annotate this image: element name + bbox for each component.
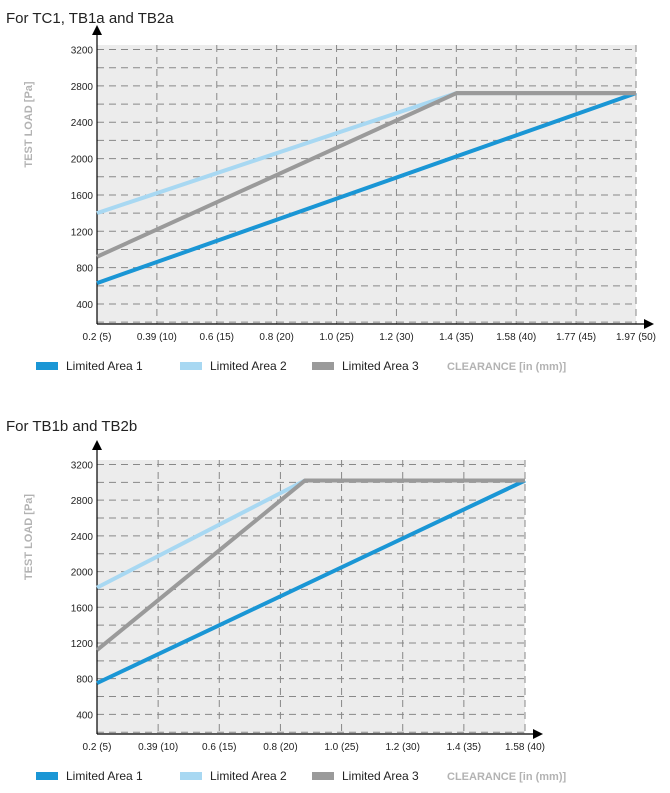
y-tick-label: 1600 [71,191,94,202]
legend-label-1: Limited Area 1 [66,359,143,373]
y-tick-label: 800 [76,675,93,686]
x-axis-arrow-icon [644,319,654,329]
legend-label-3: Limited Area 3 [342,359,419,373]
legend-swatch-3 [312,362,334,370]
x-tick-label: 0.39 (10) [138,742,178,753]
x-tick-label: 1.4 (35) [439,332,473,343]
chart-1: 400 800 1200 1600 2000 2400 2800 3200 0.2 (5) 0.3… [23,25,656,373]
y-tick-label: 2400 [71,532,94,543]
chart-1-title: For TC1, TB1a and TB2a [6,10,174,27]
y-tick-label: 1200 [71,639,94,650]
y-tick-label: 1600 [71,603,94,614]
x-tick-label: 0.2 (5) [83,332,112,343]
legend-swatch-1 [36,362,58,370]
y-tick-label: 800 [76,264,93,275]
x-tick-label: 1.0 (25) [319,332,353,343]
x-tick-label: 0.6 (15) [202,742,236,753]
y-axis-label: TEST LOAD [Pa] [23,494,35,581]
y-tick-label: 2000 [71,568,94,579]
x-tick-label: 1.0 (25) [324,742,358,753]
y-tick-label: 3200 [71,460,94,471]
y-tick-label: 2800 [71,82,94,93]
legend-swatch-2 [180,772,202,780]
y-axis-arrow-icon [92,25,102,35]
y-tick-label: 1200 [71,227,94,238]
legend-swatch-1 [36,772,58,780]
x-tick-label: 0.6 (15) [200,332,234,343]
x-axis-label: CLEARANCE [in (mm)] [447,771,566,783]
series-line-1 [96,478,526,685]
x-axis-label: CLEARANCE [in (mm)] [447,361,566,373]
x-tick-label: 1.4 (35) [447,742,481,753]
y-tick-label: 3200 [71,46,94,57]
grid [97,460,526,734]
series-line-1 [96,91,637,285]
x-tick-label: 1.77 (45) [556,332,596,343]
legend-swatch-2 [180,362,202,370]
y-tick-label: 400 [76,710,93,721]
y-tick-label: 400 [76,300,93,311]
x-tick-label: 0.8 (20) [263,742,297,753]
y-tick-label: 2800 [71,496,94,507]
legend-label-2: Limited Area 2 [210,769,287,783]
x-tick-label: 1.2 (30) [379,332,413,343]
legend-swatch-3 [312,772,334,780]
y-tick-label: 2400 [71,118,94,129]
chart-2-title: For TB1b and TB2b [6,418,138,435]
legend-label-3: Limited Area 3 [342,769,419,783]
x-tick-label: 1.58 (40) [496,332,536,343]
x-tick-label: 0.8 (20) [259,332,293,343]
legend-label-2: Limited Area 2 [210,359,287,373]
x-tick-label: 1.2 (30) [385,742,419,753]
y-axis-label: TEST LOAD [Pa] [23,81,35,168]
grid [97,45,637,324]
y-axis-arrow-icon [92,440,102,450]
x-tick-label: 0.2 (5) [83,742,112,753]
y-tick-label: 2000 [71,155,94,166]
plot-area [97,460,525,734]
x-tick-label: 1.58 (40) [505,742,545,753]
legend-label-1: Limited Area 1 [66,769,143,783]
x-tick-label: 0.39 (10) [137,332,177,343]
x-tick-label: 1.97 (50) [616,332,656,343]
x-axis-arrow-icon [533,729,543,739]
